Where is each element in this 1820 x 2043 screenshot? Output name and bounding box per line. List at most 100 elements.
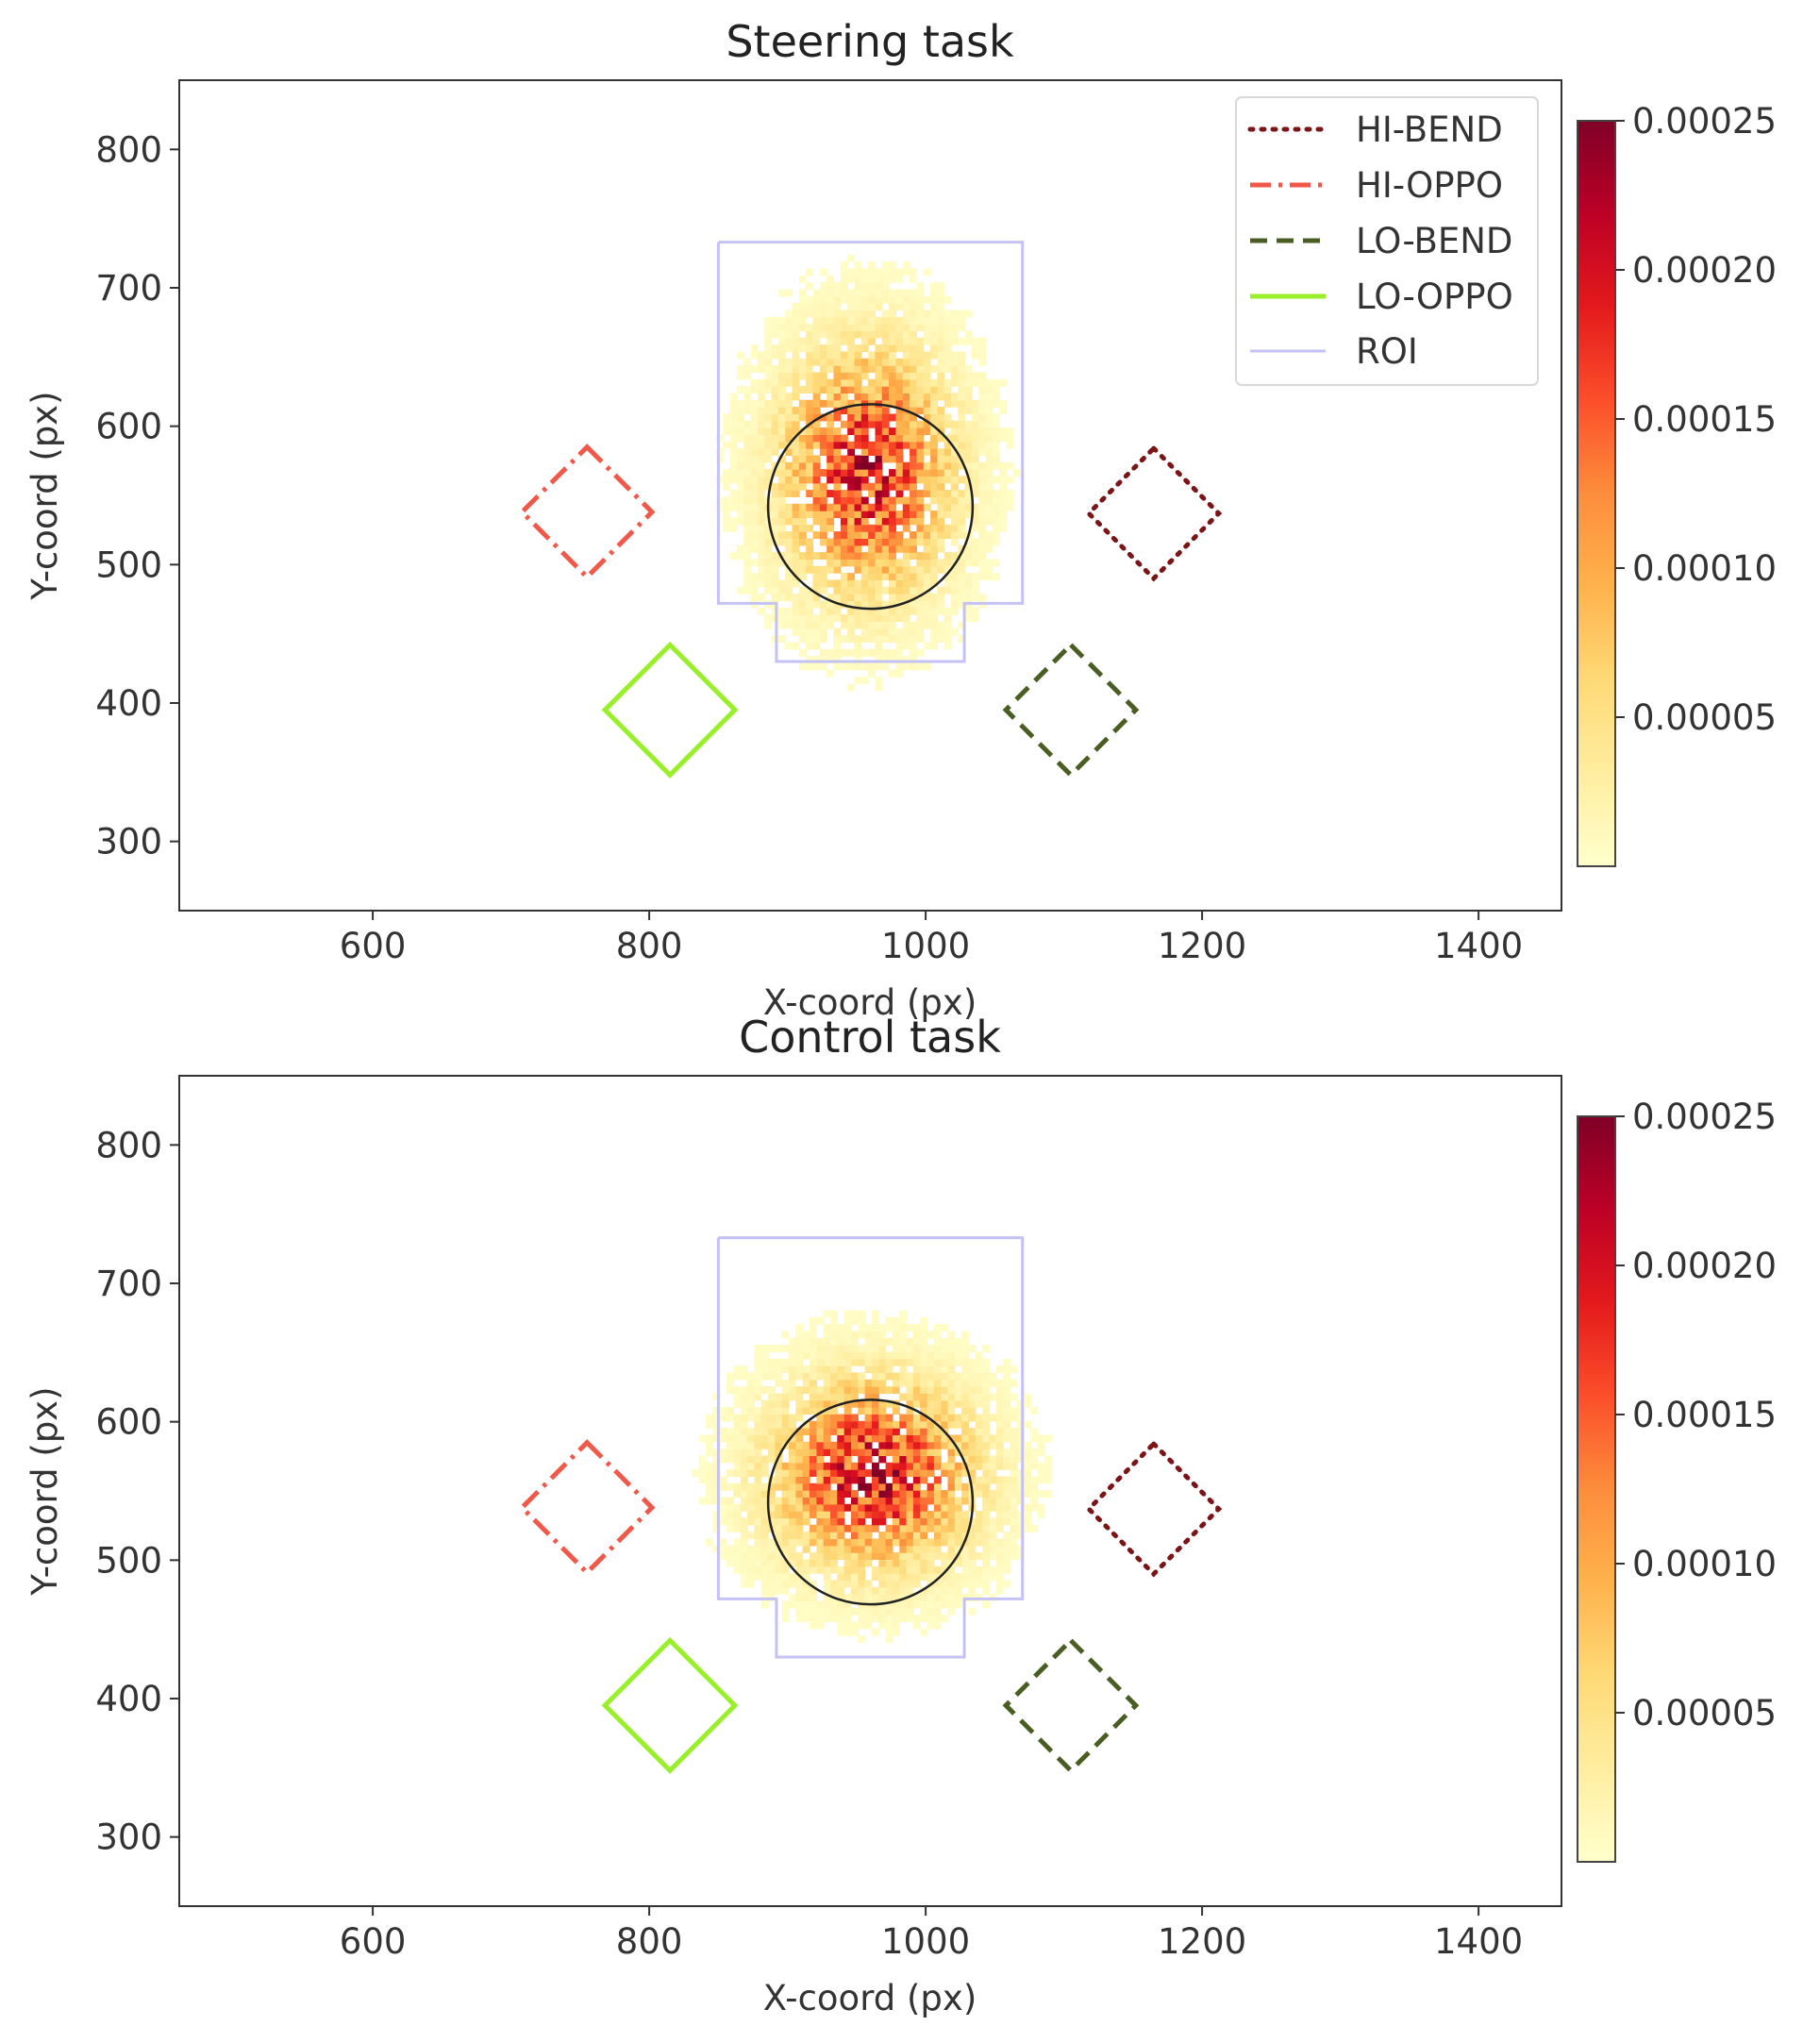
density-cell bbox=[892, 1469, 900, 1477]
density-cell bbox=[941, 1600, 949, 1609]
density-cell bbox=[912, 1345, 921, 1352]
density-cell bbox=[964, 586, 973, 594]
density-cell bbox=[798, 434, 807, 443]
density-cell bbox=[1016, 1428, 1025, 1435]
density-cell bbox=[947, 1372, 956, 1381]
density-cell bbox=[902, 552, 910, 560]
density-cell bbox=[985, 393, 993, 401]
density-cell bbox=[795, 1324, 804, 1331]
density-cell bbox=[964, 503, 973, 511]
density-cell bbox=[889, 476, 896, 484]
density-cell bbox=[802, 1615, 810, 1622]
density-cell bbox=[851, 1517, 859, 1526]
density-cell bbox=[771, 420, 779, 428]
density-cell bbox=[750, 448, 759, 456]
density-cell bbox=[812, 295, 821, 304]
density-cell bbox=[798, 448, 807, 456]
density-cell bbox=[958, 544, 966, 553]
density-cell bbox=[933, 1532, 942, 1539]
density-cell bbox=[978, 378, 987, 387]
density-cell bbox=[740, 1393, 748, 1401]
density-cell bbox=[927, 1497, 935, 1505]
density-cell bbox=[771, 434, 779, 443]
density-cell bbox=[743, 469, 752, 477]
density-cell bbox=[1024, 1517, 1031, 1526]
density-cell bbox=[860, 413, 869, 422]
density-cell bbox=[858, 1607, 866, 1616]
density-cell bbox=[792, 351, 800, 360]
density-cell bbox=[878, 1407, 887, 1415]
density-cell bbox=[833, 559, 842, 567]
density-cell bbox=[868, 531, 877, 539]
density-cell bbox=[1003, 1449, 1010, 1456]
density-cell bbox=[920, 1552, 928, 1560]
density-cell bbox=[777, 324, 786, 331]
density-cell bbox=[806, 544, 814, 553]
density-cell bbox=[881, 448, 890, 456]
density-cell bbox=[872, 1482, 879, 1491]
density-cell bbox=[993, 455, 1000, 463]
density-cell bbox=[943, 496, 952, 505]
density-cell bbox=[941, 1503, 949, 1512]
density-cell bbox=[930, 413, 938, 422]
density-cell bbox=[982, 1573, 991, 1581]
density-cell bbox=[895, 441, 904, 449]
density-cell bbox=[723, 469, 731, 477]
density-cell bbox=[812, 393, 821, 401]
density-cell bbox=[947, 1573, 956, 1581]
density-cell bbox=[843, 1559, 852, 1567]
density-cell bbox=[920, 1600, 928, 1609]
density-cell bbox=[937, 607, 945, 615]
density-cell bbox=[961, 1428, 970, 1435]
density-cell bbox=[947, 1532, 956, 1539]
density-cell bbox=[760, 1497, 769, 1505]
density-cell bbox=[885, 1372, 893, 1381]
density-cell bbox=[906, 1358, 914, 1366]
density-cell bbox=[910, 531, 917, 539]
density-cell bbox=[810, 1482, 817, 1491]
density-cell bbox=[961, 1559, 970, 1567]
density-cell bbox=[916, 289, 925, 297]
density-cell bbox=[916, 607, 925, 615]
density-cell bbox=[864, 1559, 873, 1567]
density-cell bbox=[864, 1324, 873, 1331]
density-cell bbox=[830, 1365, 838, 1373]
density-cell bbox=[868, 310, 877, 318]
density-cell bbox=[719, 1414, 727, 1422]
density-cell bbox=[910, 358, 917, 366]
density-cell bbox=[1037, 1503, 1045, 1512]
density-cell bbox=[910, 365, 917, 373]
density-cell bbox=[840, 434, 848, 443]
density-cell bbox=[916, 434, 925, 443]
density-cell bbox=[754, 1559, 762, 1567]
density-cell bbox=[864, 1351, 873, 1360]
density-cell bbox=[816, 1538, 825, 1547]
density-cell bbox=[958, 372, 966, 380]
density-cell bbox=[768, 1503, 776, 1512]
density-cell bbox=[885, 1469, 893, 1477]
density-cell bbox=[847, 420, 856, 428]
density-cell bbox=[768, 1372, 776, 1381]
density-cell bbox=[902, 544, 910, 553]
density-cell bbox=[750, 476, 759, 484]
density-cell bbox=[916, 524, 925, 532]
colorbar bbox=[1577, 1115, 1616, 1863]
density-cell bbox=[847, 482, 856, 491]
density-cell bbox=[792, 614, 800, 622]
density-cell bbox=[810, 1621, 817, 1630]
density-cell bbox=[777, 372, 786, 380]
density-cell bbox=[868, 614, 877, 622]
density-cell bbox=[923, 621, 931, 629]
density-cell bbox=[892, 1428, 900, 1435]
density-cell bbox=[982, 1490, 991, 1498]
density-cell bbox=[961, 1524, 970, 1532]
density-cell bbox=[937, 282, 945, 290]
density-cell bbox=[743, 455, 752, 463]
density-cell bbox=[927, 1482, 935, 1491]
density-cell bbox=[816, 1407, 825, 1415]
density-cell bbox=[795, 1586, 804, 1595]
density-cell bbox=[993, 573, 1000, 580]
density-cell bbox=[941, 1469, 949, 1477]
density-cell bbox=[847, 275, 856, 283]
